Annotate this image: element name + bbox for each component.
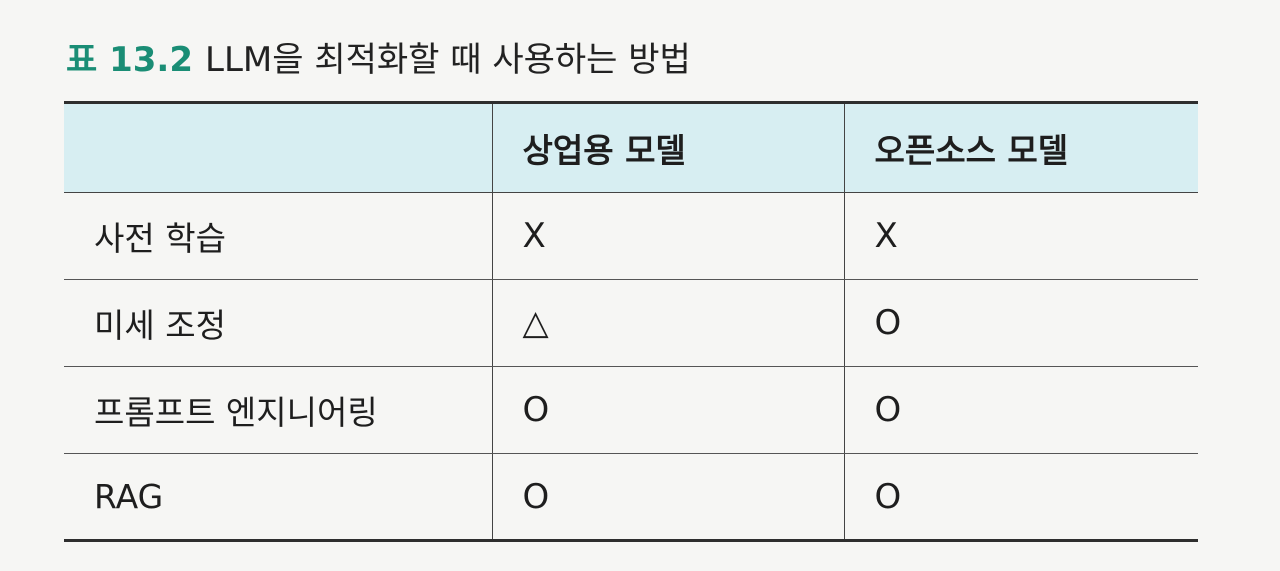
method-cell: RAG bbox=[64, 453, 492, 542]
commercial-cell: O bbox=[491, 366, 844, 454]
table-row: 사전 학습 X X bbox=[64, 192, 1198, 280]
commercial-cell: O bbox=[491, 453, 844, 542]
table-caption: 표 13.2 LLM을 최적화할 때 사용하는 방법 bbox=[66, 34, 691, 86]
commercial-cell: X bbox=[491, 192, 844, 280]
open-source-cell: O bbox=[843, 279, 1198, 367]
header-commercial-model: 상업용 모델 bbox=[491, 101, 844, 193]
open-source-cell: X bbox=[843, 192, 1198, 280]
table-title: LLM을 최적화할 때 사용하는 방법 bbox=[205, 40, 691, 80]
optimization-methods-table: 상업용 모델 오픈소스 모델 사전 학습 X X 미세 조정 △ O 프롬프트 … bbox=[64, 101, 1198, 542]
open-source-cell: O bbox=[843, 453, 1198, 542]
method-cell: 프롬프트 엔지니어링 bbox=[64, 366, 492, 454]
header-method bbox=[64, 101, 492, 193]
table-row: 프롬프트 엔지니어링 O O bbox=[64, 366, 1198, 454]
table-row: RAG O O bbox=[64, 453, 1198, 542]
table-header-row: 상업용 모델 오픈소스 모델 bbox=[64, 101, 1198, 193]
commercial-cell: △ bbox=[491, 279, 844, 367]
header-open-source-model: 오픈소스 모델 bbox=[843, 101, 1198, 193]
method-cell: 미세 조정 bbox=[64, 279, 492, 367]
method-cell: 사전 학습 bbox=[64, 192, 492, 280]
open-source-cell: O bbox=[843, 366, 1198, 454]
table-row: 미세 조정 △ O bbox=[64, 279, 1198, 367]
table-number: 표 13.2 bbox=[66, 40, 194, 80]
